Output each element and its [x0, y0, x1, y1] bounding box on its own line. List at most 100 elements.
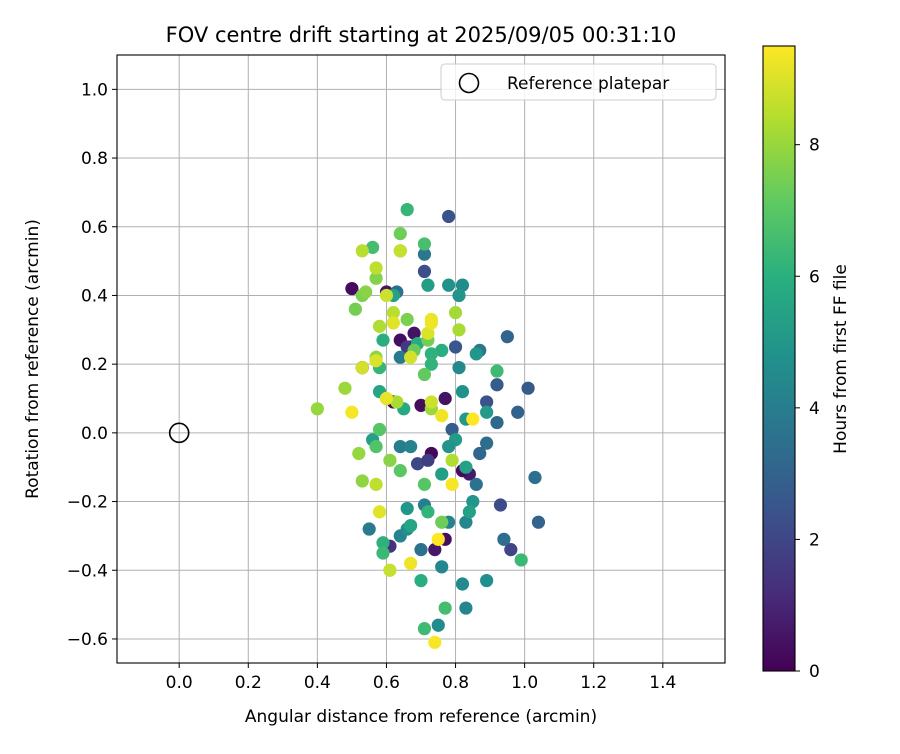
data-point	[424, 347, 438, 361]
data-point	[379, 391, 394, 406]
y-tick-label: −0.4	[67, 561, 108, 581]
x-tick-label: 0.0	[166, 673, 193, 693]
data-point	[431, 532, 445, 546]
colorbar-tick-label: 6	[809, 267, 820, 287]
data-point	[390, 395, 404, 409]
data-point	[383, 453, 397, 467]
data-point	[376, 333, 390, 347]
y-axis-ticks: −0.6 −0.4 −0.2 0.0 0.2 0.4 0.6 0.8 1.0	[67, 80, 117, 650]
data-point	[442, 439, 456, 454]
data-point	[338, 381, 352, 395]
data-point	[428, 635, 442, 649]
data-point	[511, 405, 525, 419]
data-point	[528, 470, 542, 485]
data-point	[400, 312, 414, 327]
data-point	[452, 360, 466, 375]
data-point	[497, 532, 511, 546]
data-point	[407, 326, 421, 340]
data-point	[452, 288, 466, 303]
data-point	[417, 477, 432, 491]
x-axis-label: Angular distance from reference (arcmin)	[245, 707, 597, 727]
data-point	[348, 302, 362, 316]
data-point	[383, 563, 397, 577]
data-point	[490, 415, 504, 430]
data-point	[469, 347, 483, 361]
data-point	[428, 543, 442, 557]
data-point	[435, 467, 449, 481]
data-point	[493, 498, 508, 512]
data-point	[421, 326, 435, 340]
colorbar-label: Hours from first FF file	[831, 264, 851, 454]
data-point	[376, 546, 390, 560]
data-point	[352, 446, 366, 461]
data-point	[393, 439, 407, 454]
data-point	[424, 357, 438, 371]
data-point	[376, 536, 390, 550]
data-point	[462, 505, 476, 519]
y-tick-label: 0.0	[81, 424, 108, 444]
chart-title: FOV centre drift starting at 2025/09/05 …	[166, 23, 677, 47]
data-point	[369, 271, 383, 285]
data-point	[445, 477, 459, 491]
data-point	[417, 367, 432, 382]
colorbar-tick-label: 8	[809, 136, 820, 156]
plot-frame	[116, 54, 726, 664]
data-point	[448, 306, 463, 320]
data-point	[386, 306, 400, 320]
data-point	[386, 316, 400, 330]
data-point	[480, 405, 494, 419]
data-point	[369, 261, 383, 275]
colorbar-tick-label: 2	[809, 530, 820, 550]
data-point	[490, 378, 504, 392]
data-point	[480, 436, 494, 450]
data-point	[469, 477, 483, 491]
data-point	[435, 560, 449, 574]
y-tick-label: 0.6	[81, 218, 108, 238]
data-point	[372, 422, 387, 437]
data-point	[400, 202, 414, 217]
data-point	[355, 474, 369, 488]
colorbar-gradient	[762, 45, 796, 672]
y-axis-label: Rotation from reference (arcmin)	[23, 219, 43, 499]
data-point	[369, 439, 383, 454]
data-point	[504, 543, 518, 557]
data-point	[404, 350, 418, 364]
data-point	[438, 391, 452, 406]
data-point	[448, 340, 463, 354]
data-point	[480, 395, 494, 409]
colorbar: 0 2 4 6 8 Hours from first FF file	[762, 45, 851, 682]
data-point	[452, 323, 466, 337]
legend: Reference platepar	[440, 63, 717, 101]
data-point	[410, 457, 425, 471]
data-point	[455, 385, 470, 399]
data-point	[345, 405, 359, 419]
data-point	[421, 505, 435, 519]
y-tick-label: 1.0	[81, 80, 108, 100]
data-point	[404, 556, 418, 570]
x-tick-label: 0.2	[235, 673, 262, 693]
data-point	[424, 395, 438, 409]
data-point	[393, 244, 407, 258]
y-tick-label: −0.6	[67, 630, 108, 650]
data-point	[359, 285, 373, 299]
data-point	[417, 247, 432, 261]
data-point	[466, 494, 480, 509]
y-tick-label: 0.4	[81, 286, 108, 306]
x-axis-ticks: 0.0 0.2 0.4 0.6 0.8 1.0 1.2 1.4	[166, 663, 676, 693]
data-point	[435, 343, 449, 358]
data-point	[414, 398, 428, 412]
legend-marker-icon	[458, 72, 480, 94]
data-points	[310, 202, 546, 649]
legend-box	[440, 63, 717, 101]
data-point	[473, 446, 487, 461]
x-tick-label: 1.0	[511, 673, 538, 693]
data-point	[417, 264, 432, 279]
data-point	[393, 464, 407, 478]
data-point	[310, 402, 324, 416]
data-point	[379, 288, 394, 303]
data-point	[435, 515, 449, 529]
data-point	[417, 622, 432, 636]
colorbar-ticks: 0 2 4 6 8	[795, 136, 820, 682]
x-tick-label: 0.8	[442, 673, 469, 693]
